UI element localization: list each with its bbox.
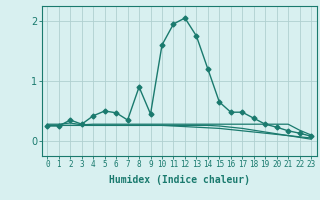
X-axis label: Humidex (Indice chaleur): Humidex (Indice chaleur) [109, 175, 250, 185]
